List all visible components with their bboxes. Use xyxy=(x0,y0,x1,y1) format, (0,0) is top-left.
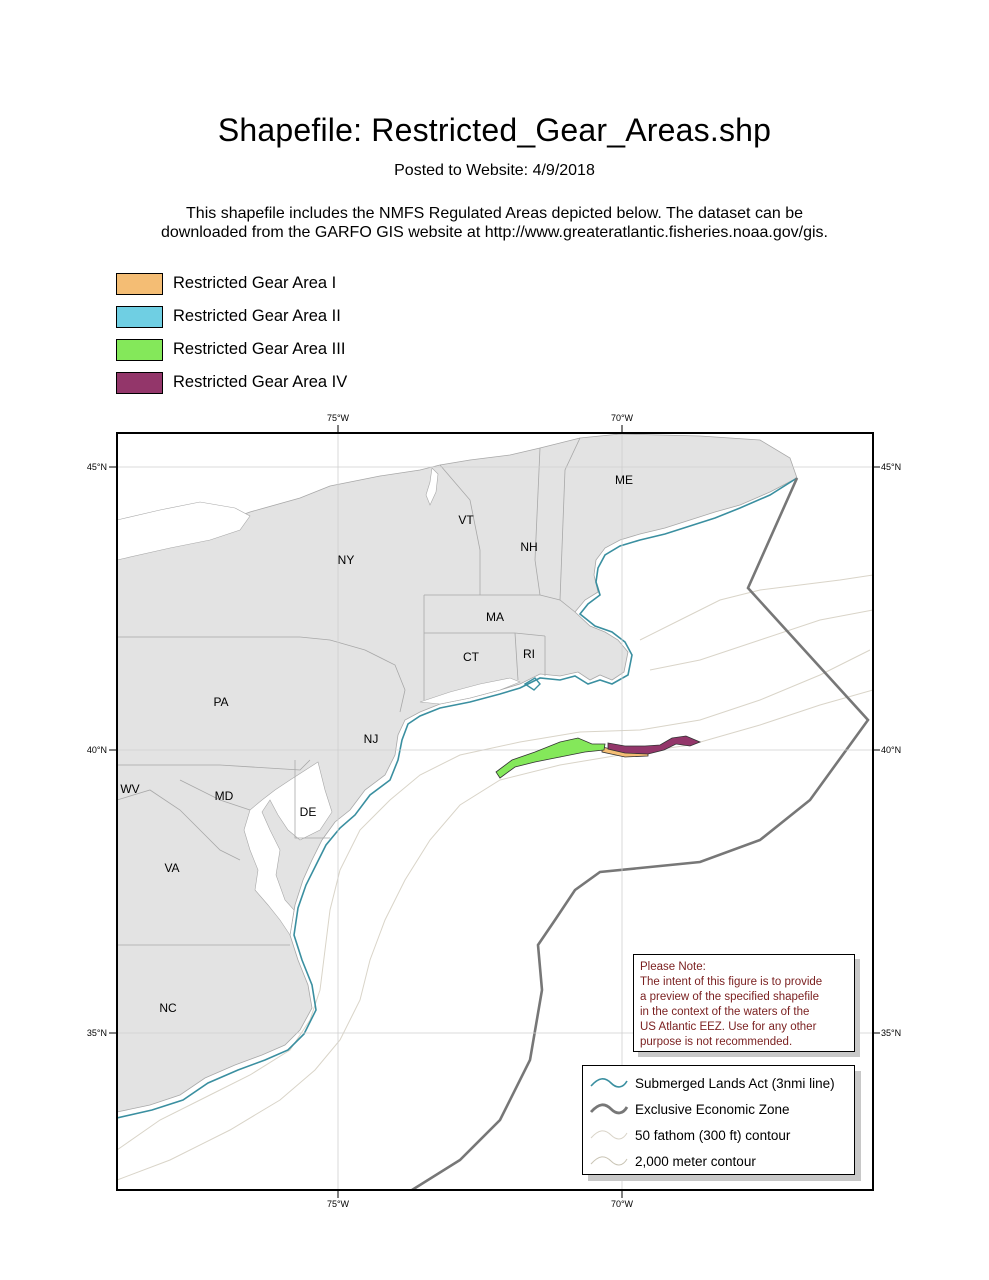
state-label-ct: CT xyxy=(463,650,480,664)
map-frame xyxy=(116,432,874,1191)
eez-line xyxy=(411,477,870,1190)
lake-champlain xyxy=(425,467,439,506)
map-legend-item: 2,000 meter contour xyxy=(589,1148,848,1174)
note-line: Please Note: xyxy=(640,961,706,973)
map-legend-item: 50 fathom (300 ft) contour xyxy=(589,1122,848,1148)
lat-label-right-45n: 45°N xyxy=(881,462,901,472)
map-legend-label: Submerged Lands Act (3nmi line) xyxy=(635,1075,835,1091)
lon-label-bottom-75w: 75°W xyxy=(327,1199,350,1209)
area-legend-item: Restricted Gear Area II xyxy=(116,300,347,333)
contour-50fathom-icon xyxy=(590,1130,628,1140)
area-legend-label: Restricted Gear Area II xyxy=(173,307,341,325)
sla-line-icon xyxy=(590,1078,628,1088)
note-line: US Atlantic EEZ. Use for any other xyxy=(640,1021,817,1033)
sla-line xyxy=(117,477,798,1119)
lat-label-left-35n: 35°N xyxy=(87,1028,107,1038)
contour-2000m-icon xyxy=(590,1156,628,1166)
area-i-swatch xyxy=(116,272,163,295)
map-legend-label: 50 fathom (300 ft) contour xyxy=(635,1127,791,1143)
area-ii-swatch xyxy=(116,305,163,328)
area-legend-label: Restricted Gear Area IV xyxy=(173,373,348,391)
area-legend-item: Restricted Gear Area I xyxy=(116,267,347,300)
note-line: a preview of the specified shapefile xyxy=(640,991,819,1003)
map-legend-label: Exclusive Economic Zone xyxy=(635,1101,790,1117)
state-label-de: DE xyxy=(300,805,317,819)
land-mass xyxy=(117,433,798,1113)
state-label-md: MD xyxy=(215,789,234,803)
lon-label-top-70w: 70°W xyxy=(611,413,634,423)
area-legend: Restricted Gear Area I Restricted Gear A… xyxy=(116,267,347,399)
map-legend-item: Submerged Lands Act (3nmi line) xyxy=(589,1070,848,1096)
state-borders xyxy=(117,437,581,946)
map-legend-label: 2,000 meter contour xyxy=(635,1153,756,1169)
lon-label-bottom-70w: 70°W xyxy=(611,1199,634,1209)
lat-label-left-45n: 45°N xyxy=(87,462,107,472)
area-legend-item: Restricted Gear Area III xyxy=(116,333,347,366)
map: 75°W 70°W 75°W 70°W 45°N 40°N 35°N 45°N … xyxy=(0,405,989,1220)
description-line-1: This shapefile includes the NMFS Regulat… xyxy=(186,205,803,222)
graticule-ticks xyxy=(109,425,880,1198)
note-line: purpose is not recommended. xyxy=(640,1036,793,1048)
map-legend: Submerged Lands Act (3nmi line) Exclusiv… xyxy=(582,1065,855,1175)
state-label-va: VA xyxy=(164,861,179,875)
area-iv-swatch xyxy=(116,371,163,394)
note-line: in the context of the waters of the xyxy=(640,1006,810,1018)
state-label-pa: PA xyxy=(213,695,228,709)
area-legend-item: Restricted Gear Area IV xyxy=(116,366,347,399)
state-label-ma: MA xyxy=(486,610,504,624)
lat-label-left-40n: 40°N xyxy=(87,745,107,755)
state-label-nj: NJ xyxy=(364,732,379,746)
lat-label-right-35n: 35°N xyxy=(881,1028,901,1038)
lon-label-top-75w: 75°W xyxy=(327,413,350,423)
description: This shapefile includes the NMFS Regulat… xyxy=(0,204,989,242)
map-svg: 75°W 70°W 75°W 70°W 45°N 40°N 35°N 45°N … xyxy=(87,413,901,1209)
disclaimer-note: Please Note: The intent of this figure i… xyxy=(633,954,855,1052)
lat-label-right-40n: 40°N xyxy=(881,745,901,755)
page-title: Shapefile: Restricted_Gear_Areas.shp xyxy=(217,112,772,148)
area-legend-label: Restricted Gear Area I xyxy=(173,274,337,292)
long-island-sound xyxy=(419,677,521,705)
state-label-ri: RI xyxy=(523,647,535,661)
area-legend-label: Restricted Gear Area III xyxy=(173,340,346,358)
note-line: The intent of this figure is to provide xyxy=(640,976,823,988)
restricted-gear-area-iii xyxy=(495,737,606,779)
state-label-nc: NC xyxy=(159,1001,177,1015)
posted-date: Posted to Website: 4/9/2018 xyxy=(394,162,595,179)
state-label-me: ME xyxy=(615,473,633,487)
eez-line-icon xyxy=(589,1103,629,1115)
state-label-ny: NY xyxy=(338,553,355,567)
state-label-nh: NH xyxy=(520,540,537,554)
map-legend-item: Exclusive Economic Zone xyxy=(589,1096,848,1122)
state-label-vt: VT xyxy=(458,513,474,527)
area-iii-swatch xyxy=(116,338,163,361)
description-line-2: downloaded from the GARFO GIS website at… xyxy=(161,224,828,241)
state-label-wv: WV xyxy=(120,782,139,796)
sla-island-loop xyxy=(523,677,541,691)
restricted-gear-area-iv xyxy=(607,735,702,755)
lake-ontario xyxy=(117,501,251,561)
